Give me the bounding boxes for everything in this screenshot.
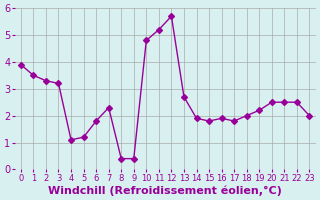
X-axis label: Windchill (Refroidissement éolien,°C): Windchill (Refroidissement éolien,°C) bbox=[48, 185, 282, 196]
